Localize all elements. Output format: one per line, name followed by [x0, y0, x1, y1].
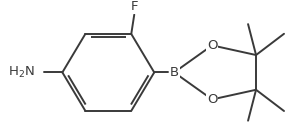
Text: O: O [207, 39, 217, 52]
Text: F: F [131, 0, 138, 13]
Text: $\mathregular{H_2N}$: $\mathregular{H_2N}$ [7, 65, 34, 80]
Text: O: O [207, 93, 217, 106]
Text: B: B [170, 66, 179, 79]
